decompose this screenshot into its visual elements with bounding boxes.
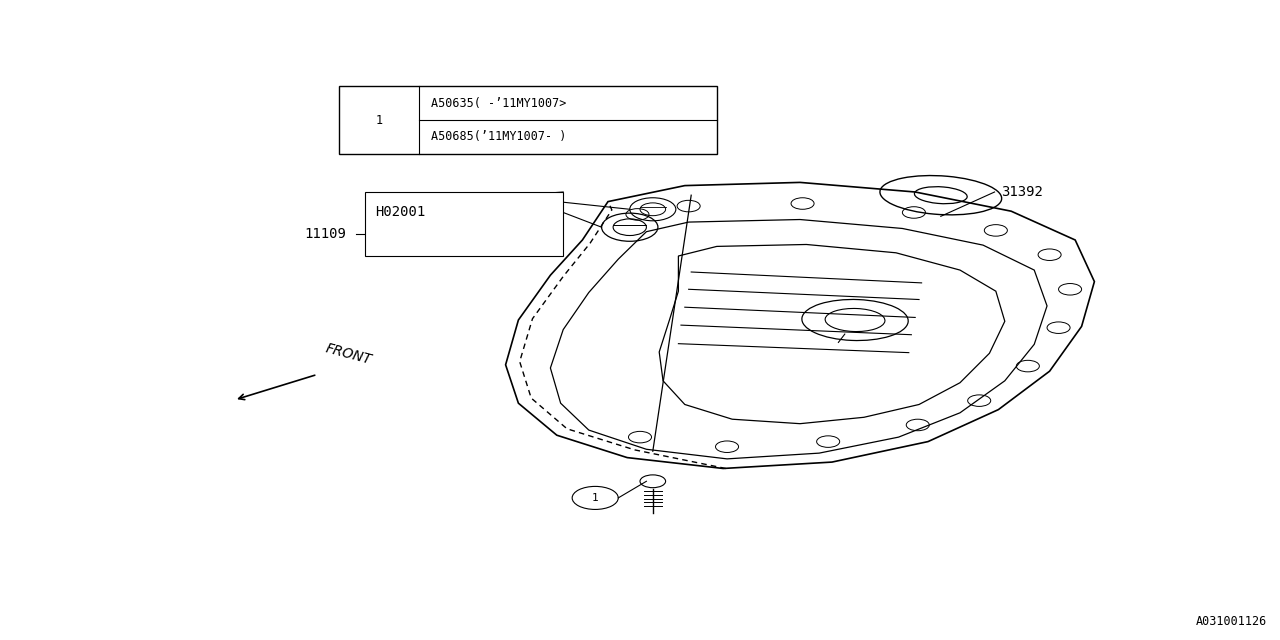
Text: 1: 1 <box>591 493 599 503</box>
Bar <box>365 192 563 256</box>
Text: 1: 1 <box>375 113 383 127</box>
Text: FRONT: FRONT <box>324 341 374 367</box>
Text: 11126: 11126 <box>474 191 516 205</box>
Text: 31392: 31392 <box>1001 185 1043 199</box>
Text: 11109: 11109 <box>305 227 347 241</box>
Text: A50685(’11MY1007- ): A50685(’11MY1007- ) <box>431 130 567 143</box>
Text: H02001: H02001 <box>375 205 425 220</box>
Bar <box>339 86 717 154</box>
Text: A50635( -’11MY1007>: A50635( -’11MY1007> <box>431 97 567 110</box>
Text: A031001126: A031001126 <box>1196 616 1267 628</box>
